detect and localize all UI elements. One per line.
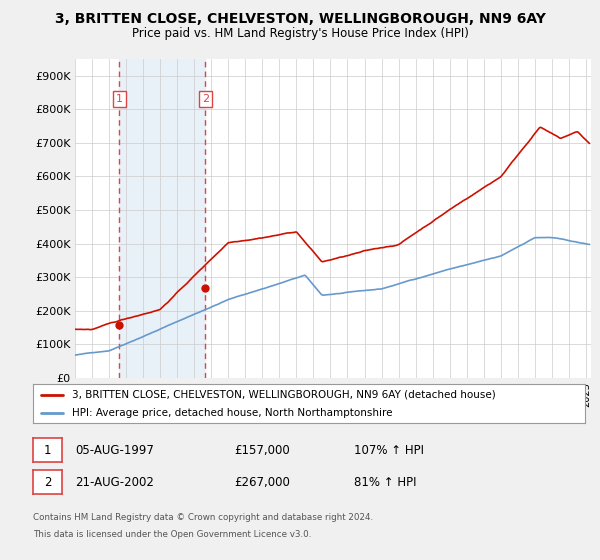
Text: £157,000: £157,000 (234, 444, 290, 457)
Text: 3, BRITTEN CLOSE, CHELVESTON, WELLINGBOROUGH, NN9 6AY (detached house): 3, BRITTEN CLOSE, CHELVESTON, WELLINGBOR… (71, 390, 496, 400)
Text: 3, BRITTEN CLOSE, CHELVESTON, WELLINGBOROUGH, NN9 6AY: 3, BRITTEN CLOSE, CHELVESTON, WELLINGBOR… (55, 12, 545, 26)
Text: Contains HM Land Registry data © Crown copyright and database right 2024.: Contains HM Land Registry data © Crown c… (33, 513, 373, 522)
Text: £267,000: £267,000 (234, 475, 290, 489)
Text: 2: 2 (202, 94, 209, 104)
Text: 2: 2 (44, 475, 51, 489)
Text: HPI: Average price, detached house, North Northamptonshire: HPI: Average price, detached house, Nort… (71, 408, 392, 418)
Bar (119, 59, 205, 378)
Text: 1: 1 (116, 94, 123, 104)
Text: Price paid vs. HM Land Registry's House Price Index (HPI): Price paid vs. HM Land Registry's House … (131, 27, 469, 40)
Text: 05-AUG-1997: 05-AUG-1997 (75, 444, 154, 457)
Text: 107% ↑ HPI: 107% ↑ HPI (354, 444, 424, 457)
Text: 21-AUG-2002: 21-AUG-2002 (75, 475, 154, 489)
Text: 1: 1 (44, 444, 51, 457)
Text: This data is licensed under the Open Government Licence v3.0.: This data is licensed under the Open Gov… (33, 530, 311, 539)
Text: 81% ↑ HPI: 81% ↑ HPI (354, 475, 416, 489)
